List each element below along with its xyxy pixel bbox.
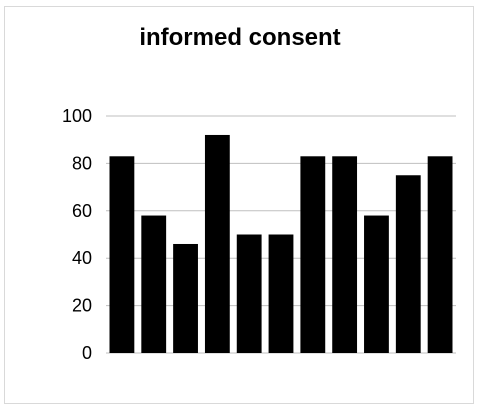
bar-10 (396, 175, 421, 353)
bar-3 (173, 244, 198, 353)
bar-2 (141, 216, 166, 353)
bar-6 (269, 235, 294, 354)
y-tick-label: 100 (62, 106, 92, 126)
bars (110, 135, 453, 353)
y-tick-label: 40 (72, 248, 92, 268)
y-tick-label: 80 (72, 153, 92, 173)
bar-9 (364, 216, 389, 353)
y-axis-tick-labels: 0 20 40 60 80 100 (62, 106, 92, 363)
bar-11 (428, 156, 453, 353)
y-tick-label: 20 (72, 296, 92, 316)
y-tick-label: 0 (82, 343, 92, 363)
y-tick-label: 60 (72, 201, 92, 221)
bar-5 (237, 235, 262, 354)
bar-1 (110, 156, 135, 353)
bar-8 (332, 156, 357, 353)
bar-7 (300, 156, 325, 353)
bar-4 (205, 135, 230, 353)
